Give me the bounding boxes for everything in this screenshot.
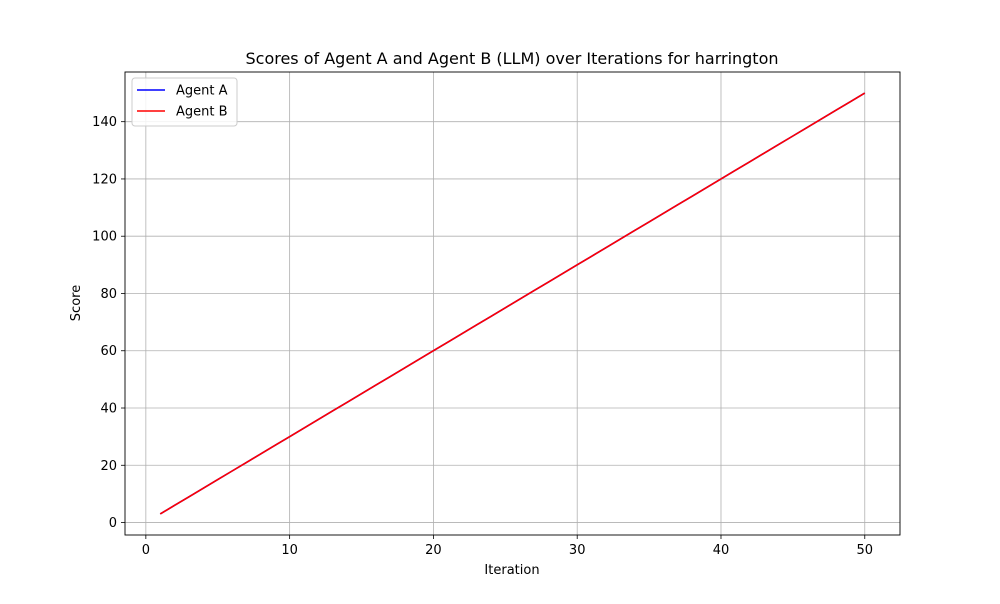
y-tick-label: 40	[100, 402, 117, 417]
y-axis-label: Score	[69, 285, 84, 321]
y-tick-label: 60	[100, 344, 117, 359]
x-tick-label: 40	[713, 543, 730, 558]
y-tick-label: 100	[92, 230, 117, 245]
legend: Agent A Agent B	[131, 77, 238, 127]
plot-border	[124, 71, 901, 536]
legend-label: Agent B	[176, 105, 228, 120]
grid	[125, 72, 900, 535]
x-tick-label: 10	[281, 543, 298, 558]
plot-frame	[124, 71, 901, 536]
y-tick-label: 80	[100, 287, 117, 302]
x-tick-label: 30	[569, 543, 586, 558]
axis-ticks: 0 10 20 30 40 50 0 20 40 60 80 100 120 140	[92, 115, 873, 558]
x-tick-label: 20	[425, 543, 442, 558]
x-tick-label: 50	[856, 543, 873, 558]
x-tick-label: 0	[142, 543, 150, 558]
series-lines	[159, 92, 866, 515]
series-line-agent-b	[159, 92, 866, 515]
y-tick-label: 120	[92, 172, 117, 187]
x-axis-label: Iteration	[484, 563, 539, 578]
y-tick-label: 20	[100, 459, 117, 474]
y-tick-label: 140	[92, 115, 117, 130]
legend-label: Agent A	[176, 84, 228, 99]
chart-title: Scores of Agent A and Agent B (LLM) over…	[245, 49, 778, 68]
y-tick-label: 0	[109, 516, 117, 531]
